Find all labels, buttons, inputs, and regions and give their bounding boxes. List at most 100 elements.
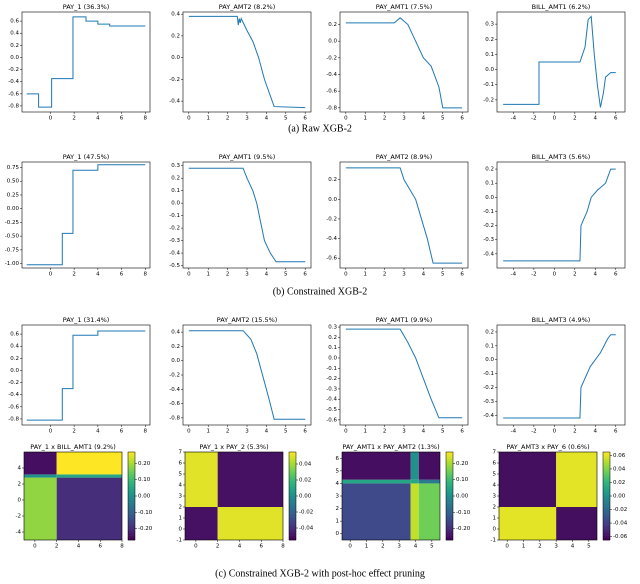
x-tick-label: 5 <box>441 116 445 122</box>
colorbar-step <box>446 502 453 506</box>
line <box>26 16 146 108</box>
x-tick-label: 4 <box>265 272 269 278</box>
y-tick-label: 2 <box>493 505 497 511</box>
x-tick-label: 3 <box>245 116 249 122</box>
y-tick-label: -0.4 <box>326 236 337 242</box>
x-tick-label: 1 <box>206 429 210 435</box>
colorbar-step <box>446 537 453 541</box>
heatmap-cell <box>418 479 440 484</box>
heatmap-cell <box>24 452 57 475</box>
y-tick-label: -0.6 <box>169 401 180 407</box>
colorbar-step <box>128 509 135 512</box>
colorbar-step <box>289 493 296 497</box>
colorbar-step <box>446 522 453 525</box>
y-tick-label: 0.4 <box>10 344 19 350</box>
x-tick-label: 6 <box>120 429 124 435</box>
y-tick-label: -0.6 <box>326 256 337 262</box>
colorbar-step <box>128 504 135 508</box>
panel-title: PAY_AMT3 x PAY_6 (0.6%) <box>506 443 589 451</box>
y-tick-label: -0.4 <box>8 79 19 85</box>
colorbar-step <box>603 498 610 501</box>
colorbar-step <box>128 533 135 536</box>
colorbar-step <box>603 520 610 523</box>
y-tick-label: -0.4 <box>169 99 180 105</box>
colorbar-step <box>603 487 610 490</box>
heatmap-cell <box>556 507 597 540</box>
y-tick-label: 3 <box>493 494 497 500</box>
y-tick-label: -0.8 <box>8 103 19 109</box>
y-tick-label: 5 <box>336 468 340 474</box>
colorbar-step <box>289 500 296 503</box>
y-tick-label: 5 <box>493 472 497 478</box>
axes-frame <box>339 324 469 426</box>
colorbar-step <box>603 471 610 475</box>
y-tick-label: 0.00 <box>7 206 20 212</box>
y-tick-label: 0.2 <box>171 176 180 182</box>
x-tick-label: 0 <box>344 116 348 122</box>
panel-title: PAY_AMT1 (9.5%) <box>219 153 275 161</box>
colorbar-step <box>128 458 135 462</box>
y-tick-label: -0.4 <box>326 72 337 78</box>
colorbar-step <box>289 529 296 532</box>
colorbar-step <box>128 463 135 466</box>
colorbar-step <box>128 469 135 473</box>
colorbar-step <box>128 520 135 523</box>
line <box>26 330 146 421</box>
heatmap-cell <box>410 483 419 540</box>
y-tick-label: 0.75 <box>7 165 20 171</box>
x-tick-label: 6 <box>259 544 263 550</box>
x-tick-label: 0 <box>187 429 191 435</box>
x-tick-label: 5 <box>587 544 591 550</box>
y-tick-label: -0.25 <box>5 220 20 226</box>
x-tick-label: -2 <box>531 116 536 122</box>
colorbar-step <box>446 498 453 501</box>
x-tick-label: 2 <box>383 116 387 122</box>
colorbar-step <box>128 491 135 495</box>
x-tick-label: 0 <box>49 429 53 435</box>
colorbar-step <box>289 465 296 468</box>
y-tick-label: -1.00 <box>5 261 20 267</box>
colorbar-tick-label: 0.00 <box>456 494 469 500</box>
colorbar-tick-label: -0.20 <box>456 526 471 532</box>
colorbar-step <box>289 489 296 492</box>
x-tick-label: 6 <box>98 544 102 550</box>
x-tick-label: 4 <box>77 544 81 550</box>
y-tick-label: -0.4 <box>169 251 180 257</box>
y-tick-label: 0.0 <box>171 358 180 364</box>
panel-title: PAY_AMT2 (8.2%) <box>219 3 275 11</box>
colorbar-step <box>446 467 453 470</box>
line <box>188 15 306 109</box>
colorbar-tick-label: -0.10 <box>138 510 153 516</box>
y-tick-label: -0.4 <box>483 251 494 257</box>
y-tick-label: 0.0 <box>328 355 337 361</box>
y-tick-label: -0.3 <box>483 237 494 243</box>
colorbar-step <box>603 518 610 521</box>
line <box>503 334 616 419</box>
x-tick-label: 1 <box>365 544 369 550</box>
y-tick-label: 0.2 <box>485 37 494 43</box>
y-tick-label: 0.3 <box>485 22 494 28</box>
x-tick-label: 1 <box>206 272 210 278</box>
axes-frame <box>496 161 626 269</box>
panel-title: PAY_1 (31.4%) <box>63 316 110 324</box>
colorbar-step <box>289 469 296 473</box>
x-tick-label: 3 <box>397 544 401 550</box>
x-tick-label: 2 <box>226 429 230 435</box>
colorbar-step <box>128 507 135 510</box>
y-tick-label: -2 <box>16 514 21 520</box>
colorbar-tick-label: -0.10 <box>456 510 471 516</box>
axes-frame <box>21 324 151 426</box>
colorbar-tick-label: 0.04 <box>299 462 312 468</box>
colorbar-step <box>128 489 135 492</box>
colorbar-step <box>446 524 453 528</box>
colorbar-step <box>446 476 453 479</box>
line <box>345 328 463 419</box>
x-tick-label: 2 <box>573 429 577 435</box>
x-tick-label: 1 <box>363 272 367 278</box>
y-tick-label: 2 <box>179 505 183 511</box>
heatmap-cell <box>410 452 419 480</box>
y-tick-label: 5 <box>179 472 183 478</box>
x-tick-label: 2 <box>72 429 76 435</box>
colorbar-tick-label: -0.06 <box>613 534 628 540</box>
colorbar-step <box>289 531 296 534</box>
